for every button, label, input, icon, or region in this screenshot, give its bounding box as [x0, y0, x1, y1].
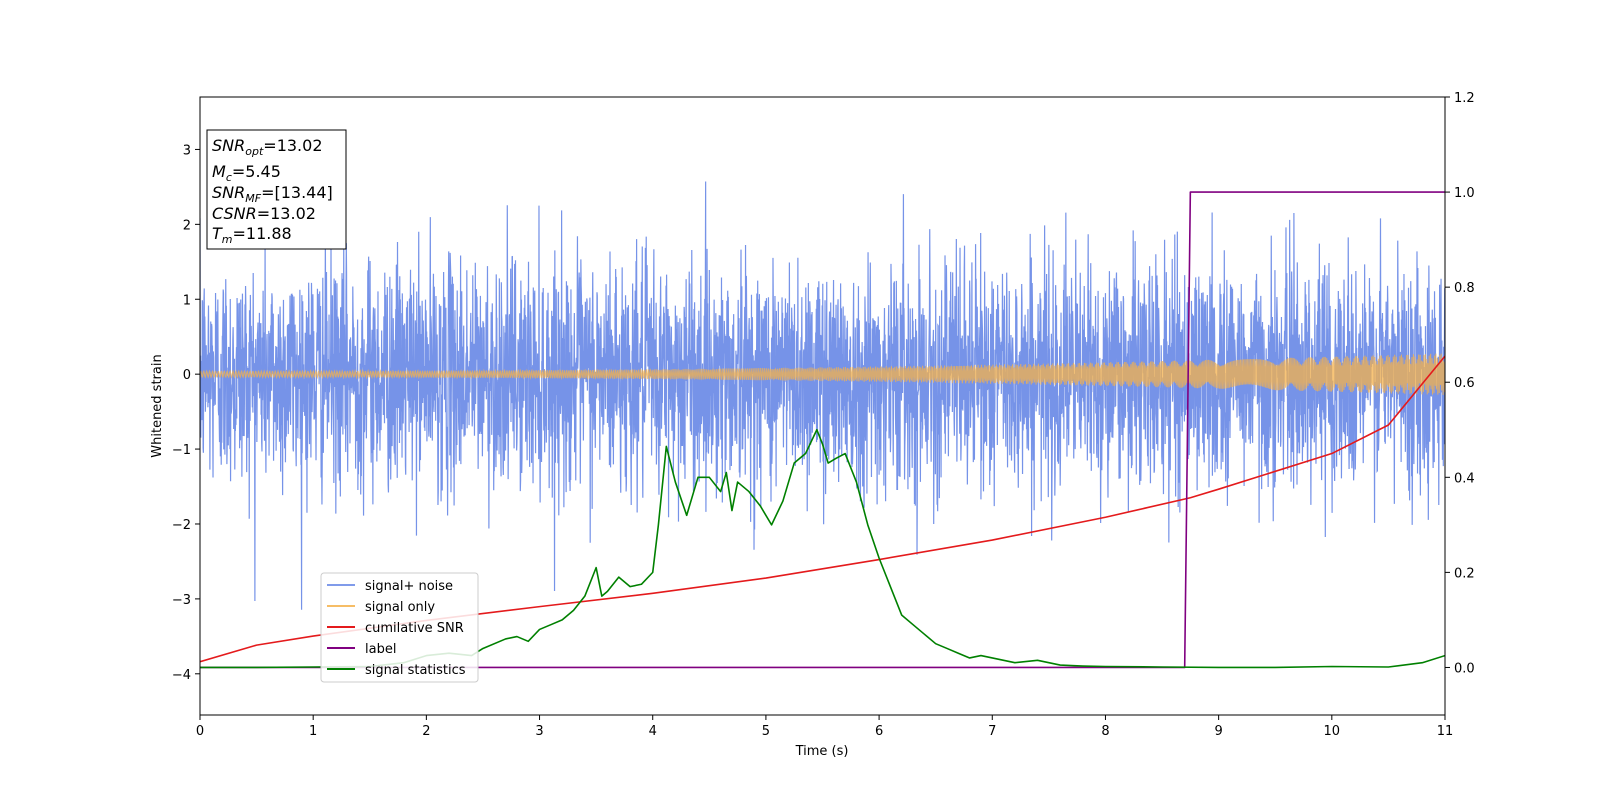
y-right-tick-label: 0.6 [1454, 376, 1475, 391]
x-tick-label: 2 [422, 724, 430, 739]
x-tick-label: 4 [649, 724, 657, 739]
x-axis-label: Time (s) [795, 744, 849, 759]
annotation-line-csnr: CSNR=13.02 [212, 204, 316, 223]
annotation-line-tm: Tm=11.88 [212, 224, 292, 246]
x-tick-label: 9 [1214, 724, 1222, 739]
x-tick-label: 0 [196, 724, 204, 739]
y-axis-left-ticks: −4 −3 −2 −1 0 1 2 3 [172, 143, 200, 683]
annotation-line-snr-opt: SNRopt=13.02 [212, 136, 323, 158]
series-signal-only [200, 353, 1445, 396]
x-tick-label: 10 [1324, 724, 1341, 739]
legend-label-cumulative-snr: cumilative SNR [365, 621, 464, 636]
x-tick-label: 6 [875, 724, 883, 739]
signal-only-line [200, 353, 1445, 396]
y-left-tick-label: −4 [172, 668, 191, 683]
y-left-tick-label: 0 [183, 368, 191, 383]
y-left-tick-label: −3 [172, 593, 191, 608]
x-axis-ticks: 0 1 2 3 4 5 6 7 8 9 10 11 [196, 715, 1453, 739]
legend-label-label: label [365, 642, 396, 657]
x-tick-label: 5 [762, 724, 770, 739]
signal-statistics-line [200, 428, 1445, 669]
x-tick-label: 1 [309, 724, 317, 739]
y-left-tick-label: −1 [172, 443, 191, 458]
legend-label-signal-noise: signal+ noise [365, 579, 453, 594]
label-line [200, 191, 1445, 669]
y-left-tick-label: −2 [172, 518, 191, 533]
y-left-tick-label: 2 [183, 218, 191, 233]
y-axis-label: Whitened strain [150, 354, 165, 457]
legend-frame [320, 572, 479, 683]
legend-label-signal-statistics: signal statistics [365, 663, 466, 678]
annotation-line-mc: Mc=5.45 [212, 162, 281, 184]
y-right-tick-label: 0.0 [1454, 661, 1475, 676]
x-tick-label: 11 [1437, 724, 1454, 739]
y-right-tick-label: 0.8 [1454, 281, 1475, 296]
annotation-box: SNRopt=13.02 Mc=5.45 SNRMF=[13.44] CSNR=… [206, 129, 347, 250]
y-right-tick-label: 1.0 [1454, 186, 1475, 201]
annotation-line-snr-mf: SNRMF=[13.44] [212, 183, 333, 205]
y-right-tick-label: 0.2 [1454, 566, 1475, 581]
plot-frame [199, 96, 1446, 716]
x-tick-label: 7 [988, 724, 996, 739]
y-right-tick-label: 0.4 [1454, 471, 1475, 486]
x-tick-label: 3 [535, 724, 543, 739]
y-axis-right-ticks: 0.0 0.2 0.4 0.6 0.8 1.0 1.2 [1445, 91, 1475, 676]
legend-label-signal-only: signal only [365, 600, 435, 615]
x-tick-label: 8 [1101, 724, 1109, 739]
y-left-tick-label: 3 [183, 143, 191, 158]
y-left-tick-label: 1 [183, 293, 191, 308]
legend: signal+ noise signal only cumilative SNR… [320, 572, 479, 683]
y-right-tick-label: 1.2 [1454, 91, 1475, 106]
